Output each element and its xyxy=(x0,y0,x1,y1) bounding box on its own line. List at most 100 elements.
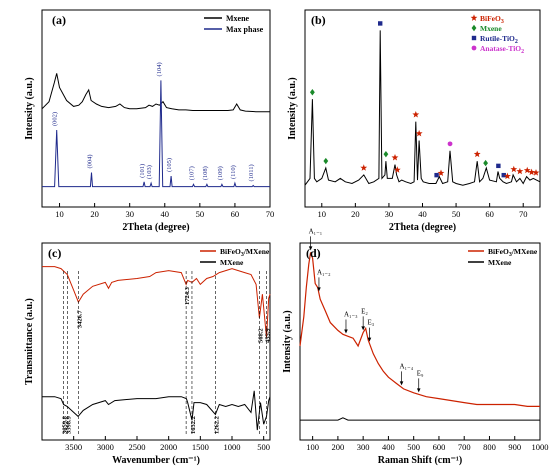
raman-mode-label: A₁₋₁ xyxy=(309,227,323,235)
phase-marker-diamond xyxy=(483,159,489,167)
raman-mode-label: A₁₋₂ xyxy=(317,268,331,276)
legend-label-0: BiFeO3 xyxy=(480,14,504,25)
mode-arrow-head xyxy=(344,329,348,334)
x-tick-label: 50 xyxy=(452,209,461,219)
panel-tag: (c) xyxy=(48,246,61,260)
phase-marker-star xyxy=(532,169,540,176)
x-axis-label: Raman Shift (cm⁻¹) xyxy=(378,455,462,466)
x-tick-label: 1000 xyxy=(224,442,241,452)
legend-label-mxene: MXene xyxy=(488,258,512,267)
phase-marker-square xyxy=(378,21,383,26)
x-tick-label: 10 xyxy=(318,209,327,219)
panel-tag: (a) xyxy=(52,13,66,27)
legend-marker-star xyxy=(470,14,478,21)
phase-marker-square xyxy=(434,172,439,178)
phase-marker-star xyxy=(360,164,368,171)
phase-marker-star xyxy=(415,129,423,137)
raman-series-composite xyxy=(299,252,540,407)
x-tick-label: 60 xyxy=(231,209,240,219)
peak-label: (104) xyxy=(156,62,163,76)
x-tick-label: 3500 xyxy=(65,442,82,452)
peak-label: 455.9 xyxy=(264,328,271,343)
y-axis-label: Intensity (a.u.) xyxy=(282,310,293,373)
ftir-series-mxene xyxy=(42,390,271,431)
peak-label: (107) xyxy=(189,166,196,180)
raman-mode-label: A₁₋₃ xyxy=(344,310,358,318)
x-tick-label: 1500 xyxy=(192,442,209,452)
panel-tag: (d) xyxy=(306,246,321,260)
peak-label: 1262.2 xyxy=(213,416,220,434)
mode-arrow-head xyxy=(317,287,321,292)
mode-arrow-head xyxy=(308,246,313,251)
peak-label: 1724.3 xyxy=(184,286,191,305)
raman-series-mxene xyxy=(300,417,540,421)
y-axis-label: Intensity (a.u.) xyxy=(287,77,298,140)
x-axis-label: 2Theta (degree) xyxy=(122,222,189,233)
raman-mode-label: A₁₋₄ xyxy=(400,362,414,370)
legend-label-composite: BiFeO3/MXene xyxy=(488,247,538,258)
raman-mode-label: E₂ xyxy=(361,307,368,315)
x-tick-label: 300 xyxy=(357,442,370,452)
mode-arrow-head xyxy=(416,388,421,393)
y-axis-label: Intensity (a.u.) xyxy=(24,77,35,140)
legend-label-mxene: MXene xyxy=(220,258,244,267)
x-tick-label: 70 xyxy=(266,209,275,219)
phase-marker-diamond xyxy=(309,89,315,96)
phase-marker-star xyxy=(523,166,531,174)
x-tick-label: 70 xyxy=(519,209,528,219)
x-tick-label: 1000 xyxy=(532,442,549,452)
legend-marker-square xyxy=(471,35,477,41)
x-axis-label: 2Theta (degree) xyxy=(389,222,456,233)
phase-marker-star xyxy=(393,166,401,173)
x-tick-label: 2000 xyxy=(160,442,177,452)
legend-label-1: Mxene xyxy=(480,24,502,33)
x-tick-label: 400 xyxy=(382,442,395,452)
peak-label: (108) xyxy=(202,166,209,180)
x-tick-label: 20 xyxy=(90,209,99,219)
phase-marker-star xyxy=(473,150,481,158)
peak-label: 3659.8 xyxy=(62,415,69,434)
x-tick-label: 500 xyxy=(257,442,270,452)
x-tick-label: 30 xyxy=(385,209,394,219)
x-tick-label: 2500 xyxy=(129,442,146,452)
x-tick-label: 500 xyxy=(407,442,420,452)
legend-marker-diamond xyxy=(471,24,477,32)
x-tick-label: 3000 xyxy=(97,442,114,452)
x-tick-label: 40 xyxy=(418,209,427,219)
mode-arrow-head xyxy=(367,337,372,342)
xrd-series-composite xyxy=(304,30,541,186)
peak-label: (002) xyxy=(52,112,59,126)
x-tick-label: 800 xyxy=(483,442,496,452)
legend-label-3: Anatase-TiO2 xyxy=(480,44,524,55)
raman-mode-label: E₃ xyxy=(367,319,374,327)
phase-marker-star xyxy=(412,111,420,118)
legend-marker-circle xyxy=(471,45,477,51)
peak-label: (109) xyxy=(217,166,224,180)
x-tick-label: 600 xyxy=(433,442,446,452)
phase-marker-star xyxy=(391,154,399,161)
peak-label: 3426.7 xyxy=(76,309,83,328)
x-tick-label: 100 xyxy=(306,442,319,452)
xrd-series-max-phase xyxy=(42,80,270,188)
plot-frame-c xyxy=(41,242,271,441)
phase-marker-star xyxy=(528,168,535,176)
peak-label: 568.2 xyxy=(257,328,264,343)
mode-arrow-head xyxy=(361,326,365,331)
peak-label: (103) xyxy=(146,165,153,179)
peak-label: 3598.9 xyxy=(65,415,72,434)
phase-marker-star xyxy=(516,167,524,175)
x-tick-label: 200 xyxy=(332,442,345,452)
legend-label-mxene: Mxene xyxy=(226,14,250,23)
x-tick-label: 60 xyxy=(485,209,494,219)
phase-marker-star xyxy=(437,169,445,176)
mode-arrow-head xyxy=(399,381,404,386)
phase-marker-diamond xyxy=(323,157,329,165)
peak-label: 1632.2 xyxy=(190,416,197,434)
x-tick-label: 50 xyxy=(196,209,205,219)
peak-label: (105) xyxy=(166,158,173,172)
raman-mode-label: E₉ xyxy=(417,369,424,377)
ftir-series-composite xyxy=(42,266,271,338)
peak-label: (1011) xyxy=(248,164,255,181)
plot-frame-d xyxy=(299,242,541,441)
phase-marker-square xyxy=(501,172,506,178)
